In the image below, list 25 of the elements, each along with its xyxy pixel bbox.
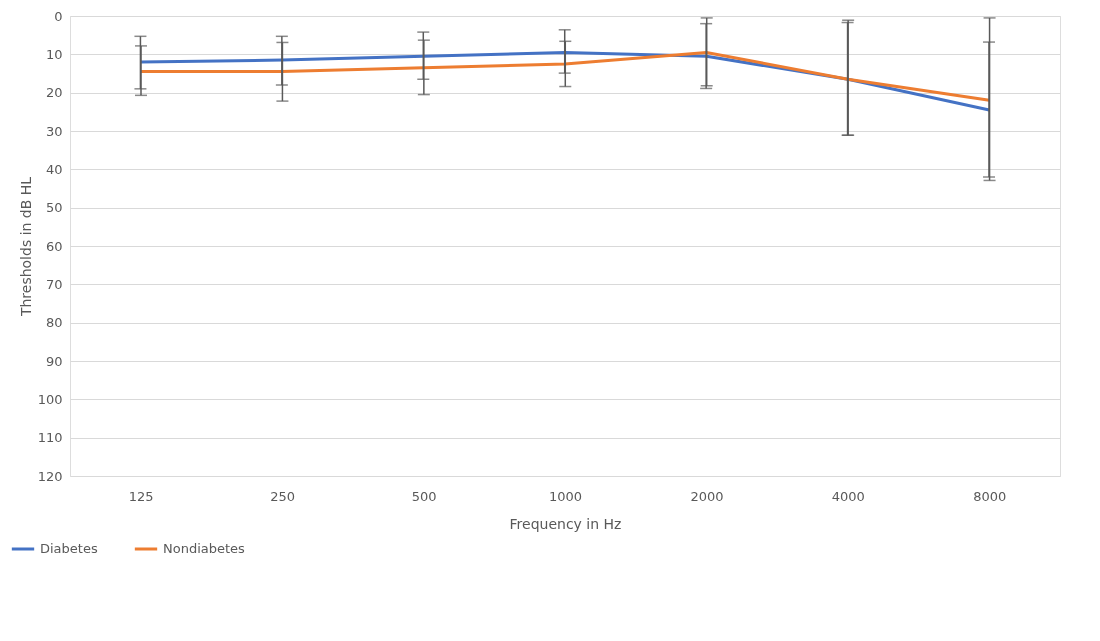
y-tick-label: 20 (45, 85, 63, 101)
y-tick-label: 60 (45, 238, 63, 254)
y-tick-label: 10 (45, 46, 63, 62)
x-tick-label: 2000 (690, 488, 724, 504)
x-tick-label: 250 (270, 488, 296, 504)
y-tick-label: 40 (45, 161, 63, 177)
legend-label: Diabetes (40, 541, 98, 556)
x-tick-label: 125 (128, 488, 154, 504)
x-tick-label: 500 (411, 488, 437, 504)
y-tick-label: 110 (37, 430, 63, 446)
x-tick-label: 8000 (973, 488, 1007, 504)
y-tick-label: 120 (37, 468, 63, 484)
y-tick-label: 30 (45, 123, 63, 139)
legend-label: Nondiabetes (163, 541, 246, 556)
y-tick-label: 100 (37, 391, 63, 407)
x-tick-label: 4000 (831, 488, 865, 504)
y-tick-label: 70 (45, 276, 63, 292)
line-series (139, 50, 991, 102)
x-axis-title: Frequency in Hz (509, 515, 622, 532)
y-tick-label: 80 (45, 315, 63, 331)
y-tick-label: 90 (45, 353, 63, 369)
y-tick-label: 50 (45, 200, 63, 216)
x-tick-label: 1000 (548, 488, 583, 504)
y-tick-label: 0 (54, 8, 63, 24)
y-axis-title: Thresholds in dB HL (17, 176, 34, 318)
